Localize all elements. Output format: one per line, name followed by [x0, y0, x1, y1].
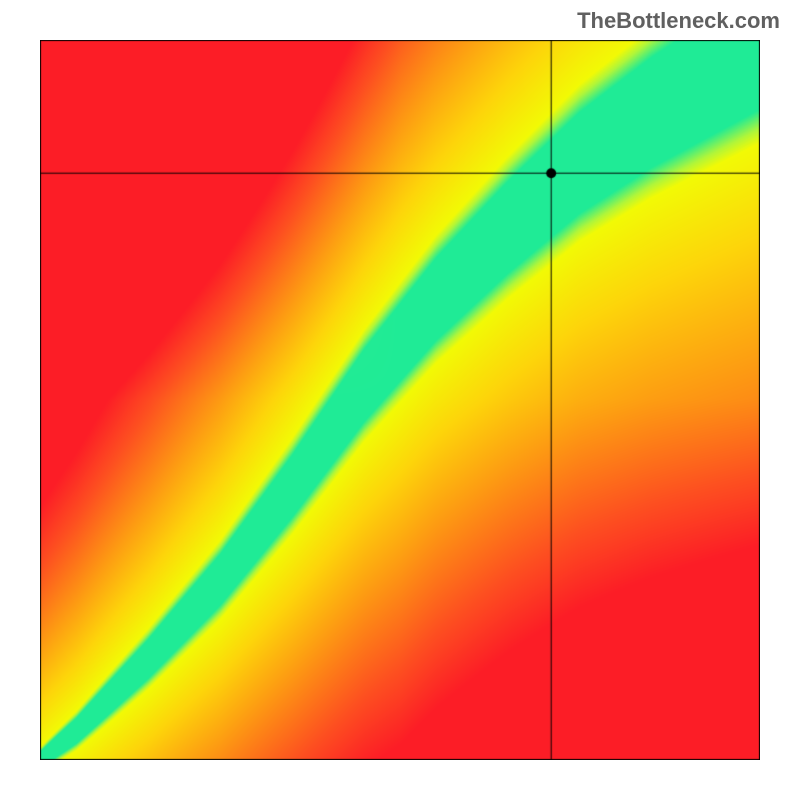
heatmap-canvas — [40, 40, 760, 760]
heatmap-chart — [40, 40, 760, 760]
watermark-text: TheBottleneck.com — [577, 8, 780, 34]
